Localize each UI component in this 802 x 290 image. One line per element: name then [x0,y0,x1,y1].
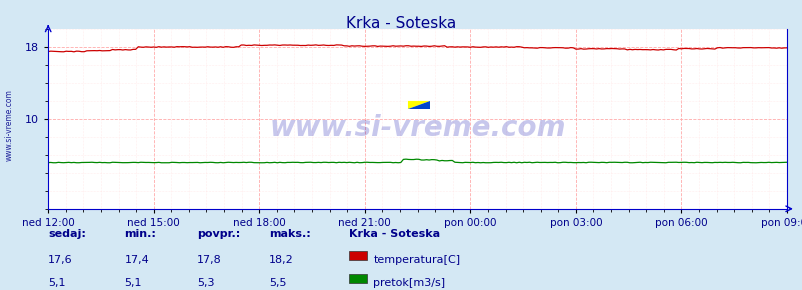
Text: min.:: min.: [124,229,156,239]
Text: 17,4: 17,4 [124,255,149,265]
Text: 5,1: 5,1 [48,278,66,288]
Text: temperatura[C]: temperatura[C] [373,255,460,265]
Polygon shape [407,101,430,109]
Text: Krka - Soteska: Krka - Soteska [349,229,439,239]
Text: 18,2: 18,2 [269,255,294,265]
Text: maks.:: maks.: [269,229,310,239]
Text: sedaj:: sedaj: [48,229,86,239]
Text: pretok[m3/s]: pretok[m3/s] [373,278,445,288]
Text: 5,3: 5,3 [196,278,214,288]
Polygon shape [407,101,430,109]
Text: www.si-vreme.com: www.si-vreme.com [5,89,14,161]
Text: 17,8: 17,8 [196,255,221,265]
Text: 5,5: 5,5 [269,278,286,288]
Text: www.si-vreme.com: www.si-vreme.com [269,114,565,142]
Text: Krka - Soteska: Krka - Soteska [346,16,456,31]
Text: povpr.:: povpr.: [196,229,240,239]
Text: 17,6: 17,6 [48,255,73,265]
Text: 5,1: 5,1 [124,278,142,288]
